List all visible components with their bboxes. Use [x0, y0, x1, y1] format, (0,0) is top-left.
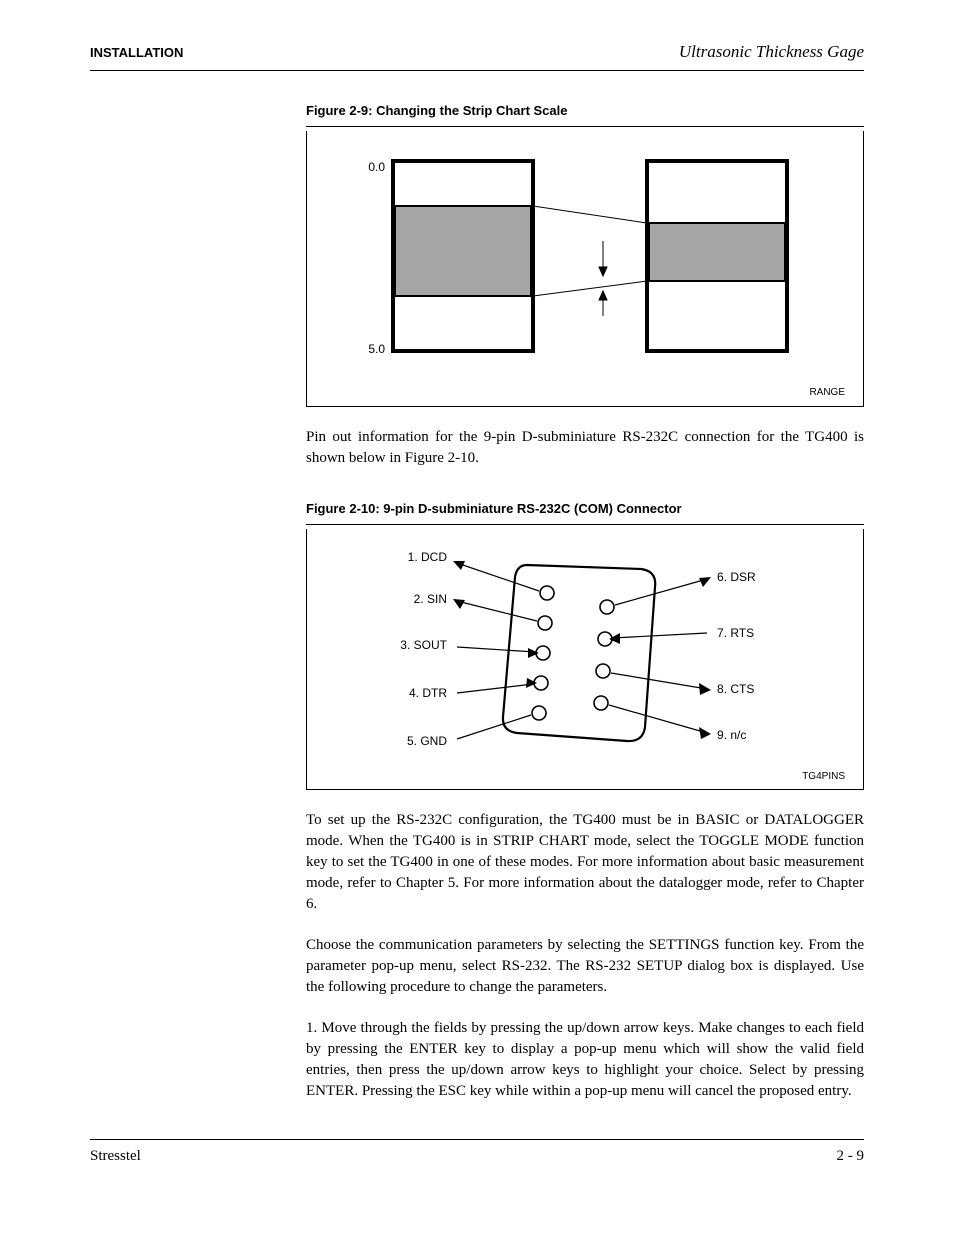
svg-text:6. DSR: 6. DSR [717, 570, 756, 584]
svg-text:8. CTS: 8. CTS [717, 682, 754, 696]
svg-text:9. n/c: 9. n/c [717, 728, 746, 742]
paragraph-setup-mode: To set up the RS-232C configuration, the… [306, 810, 864, 915]
svg-text:TG4PINS: TG4PINS [802, 771, 845, 782]
page-header: INSTALLATION Ultrasonic Thickness Gage [90, 42, 864, 71]
footer-company: Stresstel [90, 1148, 141, 1165]
svg-text:0.0: 0.0 [368, 160, 385, 174]
figure-29-svg: 0.0 5.0 [307, 131, 861, 406]
paragraph-rs232-intro: Pin out information for the 9-pin D-subm… [306, 427, 864, 469]
header-section: INSTALLATION [90, 45, 183, 60]
footer-page-number: 2 - 9 [837, 1148, 865, 1165]
svg-text:3. SOUT: 3. SOUT [400, 638, 447, 652]
main-content: Figure 2-9: Changing the Strip Chart Sca… [90, 103, 864, 1102]
svg-text:2. SIN: 2. SIN [414, 592, 447, 606]
page-footer: Stresstel 2 - 9 [90, 1139, 864, 1165]
svg-text:5.0: 5.0 [368, 342, 385, 356]
svg-text:7. RTS: 7. RTS [717, 626, 754, 640]
svg-text:1. DCD: 1. DCD [408, 550, 448, 564]
figure-210-caption: Figure 2-10: 9-pin D-subminiature RS-232… [306, 501, 864, 525]
header-product: Ultrasonic Thickness Gage [679, 42, 864, 62]
svg-text:5. GND: 5. GND [407, 734, 447, 748]
figure-29-caption: Figure 2-9: Changing the Strip Chart Sca… [306, 103, 864, 127]
figure-210-svg: 1. DCD 2. SIN 3. SOUT 4. DTR 5. GND [307, 529, 861, 789]
figure-210: 1. DCD 2. SIN 3. SOUT 4. DTR 5. GND [306, 529, 864, 790]
paragraph-step-1: 1. Move through the fields by pressing t… [306, 1018, 864, 1102]
paragraph-comm-params: Choose the communication parameters by s… [306, 935, 864, 998]
svg-text:RANGE: RANGE [809, 387, 845, 398]
page: INSTALLATION Ultrasonic Thickness Gage F… [0, 0, 954, 1235]
svg-text:4. DTR: 4. DTR [409, 686, 447, 700]
figure-29: 0.0 5.0 [306, 131, 864, 407]
